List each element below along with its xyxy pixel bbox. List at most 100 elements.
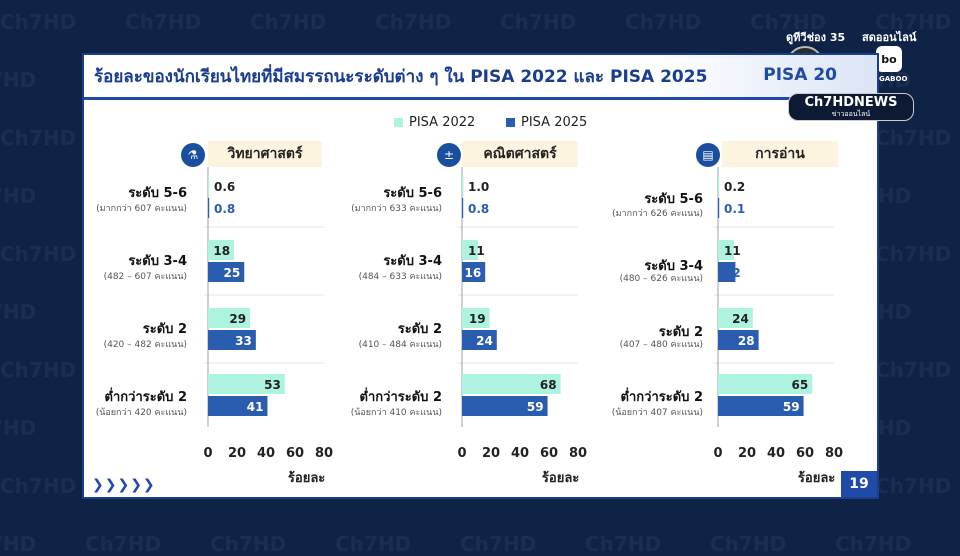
watermark-text: Ch7HD: [0, 300, 37, 324]
science-icon: ⚗: [181, 143, 205, 167]
data-label-2022: 1.0: [468, 180, 489, 194]
bar-pisa-2025: [208, 198, 210, 218]
data-label-2025: 0.1: [724, 202, 745, 216]
data-label-2025: 0.8: [468, 202, 489, 216]
bar-pisa-2022: [208, 374, 285, 394]
category-note: (น้อยกว่า 420 คะแนน): [95, 408, 187, 418]
data-label-2025: 12: [724, 266, 741, 280]
watermark-text: Ch7HD: [0, 126, 77, 150]
x-tick-label: 40: [767, 446, 785, 461]
legend-label-2025: PISA 2025: [521, 115, 588, 130]
data-label-2022: 0.6: [214, 180, 235, 194]
legend-item-2025: PISA 2025: [506, 115, 587, 130]
watermark-text: Ch7HD: [625, 10, 702, 34]
watermark-text: Ch7HD: [875, 358, 952, 382]
x-tick-label: 20: [482, 446, 500, 461]
data-label-2022: 11: [724, 244, 741, 258]
category-label: ระดับ 3-4: [128, 254, 187, 269]
category-note: (480 – 626 คะแนน): [619, 274, 703, 284]
watermark-text: Ch7HD: [0, 474, 77, 498]
data-label-2025: 24: [476, 334, 493, 348]
category-label: ระดับ 3-4: [383, 254, 442, 269]
data-label-2025: 28: [738, 334, 755, 348]
panel-title-science: วิทยาศาสตร์: [208, 141, 322, 167]
bar-pisa-2025: [462, 330, 497, 350]
panel-title-reading: การอ่าน: [722, 141, 838, 167]
bugaboo-caption: BUGABOO: [868, 75, 908, 83]
panel-title-math: คณิตศาสตร์: [462, 141, 578, 167]
bar-pisa-2022: [718, 308, 753, 328]
data-label-2022: 68: [540, 378, 557, 392]
legend-item-2022: PISA 2022: [394, 115, 475, 130]
category-label: ระดับ 5-6: [383, 186, 442, 201]
bar-pisa-2022: [718, 176, 720, 196]
bar-pisa-2025: [208, 396, 268, 416]
category-label: ระดับ 5-6: [128, 186, 187, 201]
watermark-text: Ch7HD: [0, 68, 37, 92]
bar-pisa-2022: [462, 176, 464, 196]
bar-pisa-2025: [718, 262, 736, 282]
data-label-2022: 53: [264, 378, 281, 392]
watermark-text: Ch7HD: [0, 242, 77, 266]
data-label-2022: 29: [229, 312, 246, 326]
watermark-text: Ch7HD: [875, 474, 952, 498]
data-label-2025: 33: [235, 334, 252, 348]
watermark-text: Ch7HD: [875, 10, 952, 34]
x-tick-label: 20: [228, 446, 246, 461]
data-label-2022: 24: [732, 312, 749, 326]
data-label-2022: 0.2: [724, 180, 745, 194]
watermark-text: Ch7HD: [0, 532, 37, 556]
x-axis-label: ร้อยละ: [542, 470, 579, 486]
data-label-2025: 0.8: [214, 202, 235, 216]
category-note: (มากกว่า 633 คะแนน): [351, 204, 442, 214]
bar-pisa-2025: [718, 396, 804, 416]
bar-pisa-2022: [718, 240, 734, 260]
pisa-logo: PISA 20: [763, 65, 837, 85]
data-label-2022: 19: [469, 312, 486, 326]
x-tick-label: 40: [511, 446, 529, 461]
watermark-text: Ch7HD: [0, 358, 77, 382]
category-label: ระดับ 2: [397, 322, 442, 337]
x-tick-label: 0: [203, 446, 212, 461]
nav-arrows: ❯❯❯❯❯: [92, 477, 156, 493]
slide: ร้อยละของนักเรียนไทยที่มีสมรรถนะระดับต่า…: [82, 53, 879, 499]
data-label-2025: 41: [247, 400, 264, 414]
x-axis-label: ร้อยละ: [288, 470, 325, 486]
category-note: (407 – 480 คะแนน): [619, 340, 703, 350]
category-label: ระดับ 2: [142, 322, 187, 337]
book-icon: ▤: [696, 143, 720, 167]
x-tick-label: 60: [286, 446, 304, 461]
category-note: (420 – 482 คะแนน): [103, 340, 187, 350]
watermark-text: Ch7HD: [875, 242, 952, 266]
watermark-text: Ch7HD: [875, 126, 952, 150]
page-number: 19: [841, 471, 877, 497]
x-axis-label: ร้อยละ: [798, 470, 835, 486]
slide-title: ร้อยละของนักเรียนไทยที่มีสมรรถนะระดับต่า…: [94, 67, 708, 87]
x-tick-label: 0: [713, 446, 722, 461]
data-label-2025: 25: [224, 266, 241, 280]
bar-pisa-2022: [208, 176, 210, 196]
category-label: ต่ำกว่าระดับ 2: [359, 390, 442, 405]
watermark-text: Ch7HD: [210, 532, 287, 556]
data-label-2025: 59: [527, 400, 544, 414]
bar-pisa-2025: [718, 198, 720, 218]
category-label: ต่ำกว่าระดับ 2: [620, 390, 703, 405]
bar-pisa-2022: [208, 240, 235, 260]
news-logo-text: Ch7HDNEWS: [804, 95, 898, 110]
title-bar: ร้อยละของนักเรียนไทยที่มีสมรรถนะระดับต่า…: [84, 55, 877, 100]
watermark-text: Ch7HD: [125, 10, 202, 34]
bar-pisa-2022: [462, 374, 561, 394]
legend-label-2022: PISA 2022: [409, 115, 476, 130]
watermark-text: Ch7HD: [835, 532, 912, 556]
data-label-2025: 59: [783, 400, 800, 414]
watermark-text: Ch7HD: [710, 532, 787, 556]
x-tick-label: 60: [796, 446, 814, 461]
x-tick-label: 0: [457, 446, 466, 461]
bar-pisa-2025: [208, 262, 245, 282]
legend-swatch-2025: [506, 118, 515, 127]
watermark-text: Ch7HD: [85, 532, 162, 556]
x-tick-label: 60: [540, 446, 558, 461]
bugaboo-logo: bo: [876, 46, 902, 72]
watermark-text: Ch7HD: [750, 10, 827, 34]
